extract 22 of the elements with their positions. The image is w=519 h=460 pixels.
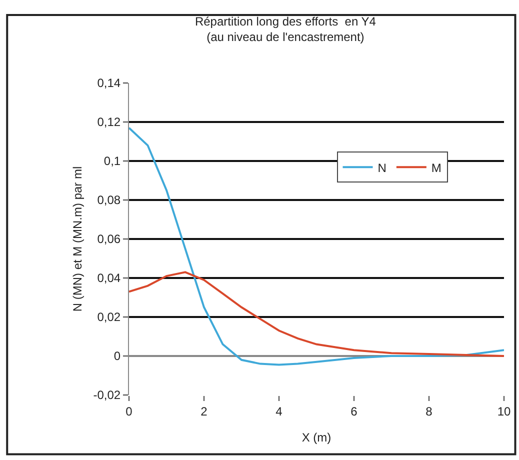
legend-label: N (378, 160, 386, 175)
y-tick-label: -0,02 (93, 388, 121, 402)
y-tick-label: 0,08 (97, 193, 121, 208)
chart-title: Répartition long des efforts en Y4 (au niveau de l'encastrement) (194, 14, 376, 44)
x-axis-title: X (m) (302, 430, 332, 444)
x-tick-label: 4 (276, 404, 283, 418)
y-tick-label: 0,14 (97, 76, 121, 90)
line-series (129, 271, 504, 357)
x-tick-label: 6 (350, 404, 358, 418)
x-tick-label: 8 (426, 404, 433, 418)
y-tick-label: 0 (114, 349, 121, 364)
x-tick-label: 2 (200, 404, 208, 418)
x-tick-label: 0 (126, 404, 133, 418)
y-tick-label: 0,04 (97, 271, 121, 286)
legend-label: M (431, 160, 442, 175)
y-tick-label: 0,12 (97, 115, 121, 130)
y-tick-label: 0,06 (97, 232, 121, 246)
y-tick-label: 0,1 (104, 154, 121, 168)
y-tick-label: 0,02 (97, 310, 121, 324)
x-tick-label: 10 (497, 404, 511, 418)
y-axis-title: N (MN) et M (MN.m) par ml (70, 166, 85, 312)
line-series (129, 126, 504, 366)
